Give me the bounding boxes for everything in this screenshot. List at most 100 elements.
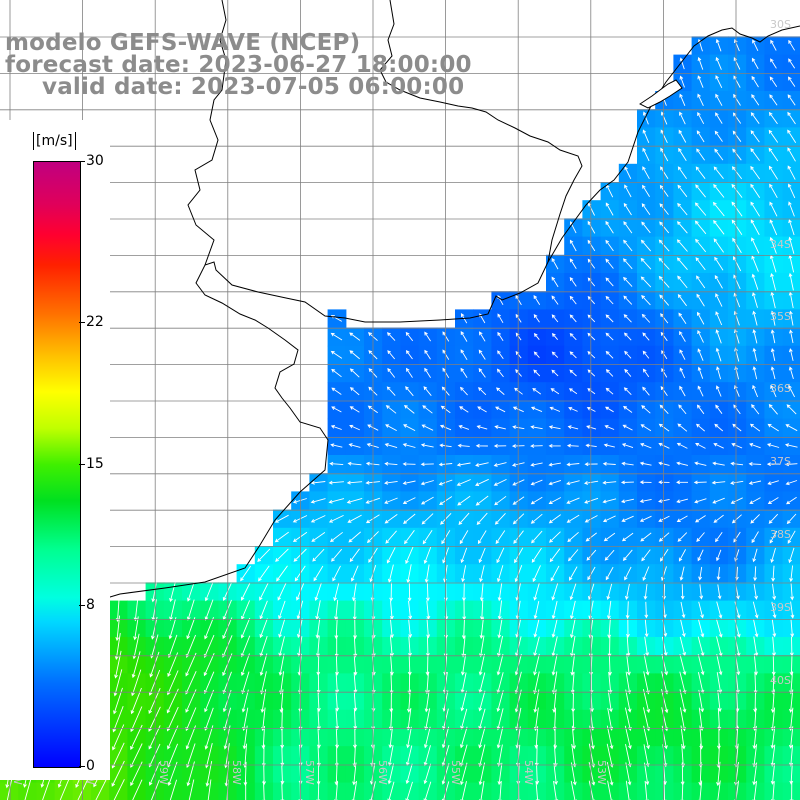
wind-arrow	[330, 350, 343, 359]
wind-arrow	[679, 653, 687, 676]
wind-arrow	[349, 387, 360, 396]
wind-arrow	[766, 462, 780, 467]
legend-tick-label: 0	[86, 758, 95, 774]
wind-arrow	[240, 653, 250, 676]
wind-arrow	[679, 385, 686, 397]
wind-arrow	[679, 349, 686, 360]
wind-arrow	[677, 275, 688, 289]
wind-arrow	[714, 148, 724, 161]
wind-arrow	[425, 582, 430, 602]
wind-arrow	[786, 404, 797, 415]
wind-arrow	[661, 688, 669, 714]
wind-arrow	[332, 565, 341, 582]
latitude-label: 36S	[770, 382, 791, 395]
wind-arrow	[639, 498, 652, 504]
wind-arrow	[514, 565, 523, 583]
wind-arrow	[241, 689, 249, 713]
wind-arrow	[623, 314, 632, 323]
wind-arrow	[767, 480, 779, 486]
wind-arrow	[642, 332, 650, 341]
wind-arrow	[420, 443, 434, 448]
wind-arrow	[275, 548, 289, 562]
wind-arrow	[770, 329, 776, 344]
wind-arrow	[788, 201, 795, 217]
wind-arrow	[622, 258, 633, 270]
wind-arrow	[514, 653, 522, 676]
wind-arrow	[460, 781, 467, 800]
wind-arrow	[641, 203, 651, 215]
wind-arrow	[131, 669, 142, 697]
wind-arrow	[679, 111, 686, 125]
wind-arrow	[606, 725, 614, 750]
wind-arrow	[530, 513, 543, 524]
wind-arrow	[460, 547, 468, 564]
legend-tick-label: 22	[86, 314, 104, 331]
longitude-label: 59W	[157, 760, 170, 785]
wind-arrow	[516, 781, 521, 800]
wind-arrow	[349, 424, 360, 431]
wind-arrow	[625, 601, 630, 620]
wind-arrow	[550, 388, 560, 395]
wind-arrow	[712, 497, 725, 504]
wind-arrow	[333, 582, 340, 602]
wind-arrow	[769, 236, 777, 254]
wind-arrow	[331, 387, 342, 395]
wind-arrow	[658, 257, 670, 270]
wind-arrow	[423, 763, 432, 785]
wind-arrow	[384, 480, 398, 485]
wind-arrow	[424, 689, 430, 713]
wind-arrow	[640, 239, 652, 252]
wind-arrow	[658, 461, 670, 466]
wind-arrow	[605, 239, 614, 252]
wind-arrow	[405, 367, 413, 378]
wind-arrow	[496, 565, 504, 583]
wind-arrow	[426, 600, 431, 620]
wind-arrow	[625, 762, 632, 786]
wind-arrow	[698, 566, 703, 581]
wind-arrow	[587, 295, 596, 305]
wind-arrow	[496, 726, 504, 749]
wind-arrow	[767, 497, 779, 504]
wind-arrow	[512, 406, 524, 413]
wind-arrow	[330, 332, 343, 341]
wind-arrow	[497, 582, 503, 602]
wind-arrow	[329, 531, 343, 543]
wind-arrow	[512, 425, 525, 430]
wind-arrow	[204, 725, 214, 750]
wind-arrow	[460, 349, 468, 361]
wind-arrow	[329, 461, 344, 466]
wind-arrow	[604, 406, 614, 413]
wind-arrow	[680, 584, 685, 600]
wind-arrow	[240, 635, 251, 658]
wind-arrow	[730, 480, 744, 485]
wind-arrow	[624, 566, 632, 581]
wind-arrow	[787, 111, 796, 125]
wind-speed-cell	[782, 400, 800, 420]
wind-arrow	[566, 462, 580, 467]
wind-arrow	[676, 498, 689, 504]
wind-arrow	[478, 690, 486, 712]
wind-arrow	[605, 202, 614, 216]
wind-arrow	[770, 366, 776, 380]
wind-arrow	[750, 130, 760, 143]
wind-arrow	[677, 532, 688, 542]
wind-arrow	[387, 350, 396, 360]
wind-arrow	[478, 708, 486, 730]
wind-arrow	[694, 498, 707, 504]
wind-arrow	[750, 148, 760, 161]
wind-arrow	[714, 274, 723, 289]
wind-arrow	[531, 530, 543, 544]
wind-arrow	[551, 618, 558, 638]
wind-arrow	[752, 601, 759, 619]
wind-arrow	[640, 442, 652, 449]
wind-arrow	[405, 331, 414, 342]
wind-arrow	[276, 565, 288, 582]
lagoon-path	[639, 79, 683, 109]
wind-arrow	[402, 480, 416, 485]
wind-speed-cell	[782, 54, 800, 74]
wind-arrow	[676, 515, 688, 522]
wind-speed-cell	[782, 109, 800, 128]
coastline	[0, 0, 800, 613]
wind-arrow	[605, 258, 614, 269]
latitude-label: 37S	[770, 455, 791, 468]
